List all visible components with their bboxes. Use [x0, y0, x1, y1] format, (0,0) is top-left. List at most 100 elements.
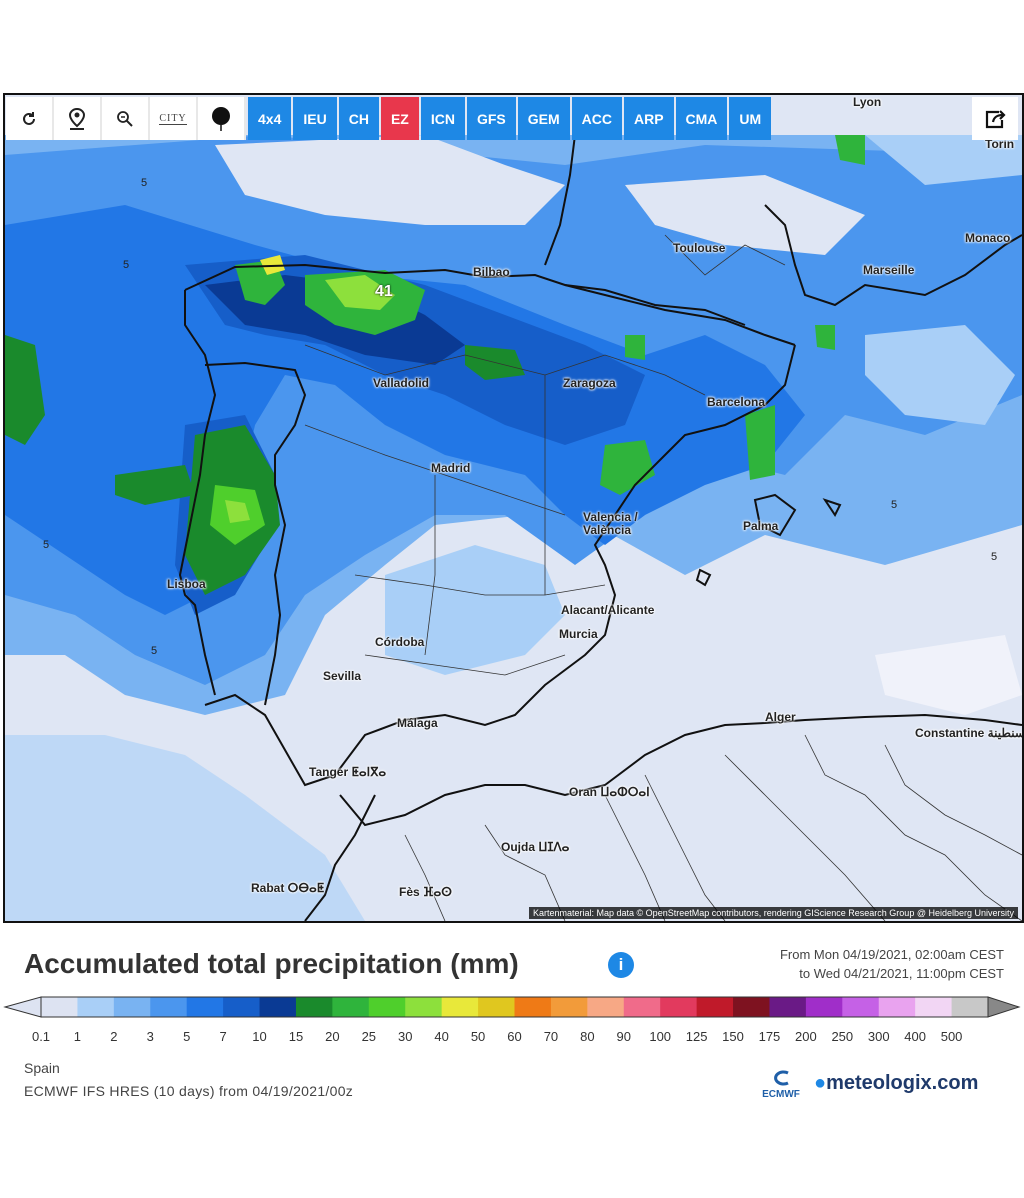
city-label: Bilbao — [473, 265, 510, 279]
scale-swatch — [878, 997, 916, 1017]
model-button-ch[interactable]: CH — [338, 97, 379, 140]
legend-title: Accumulated total precipitation (mm) — [24, 948, 519, 979]
contour-label: 5 — [141, 177, 148, 189]
city-labels-button[interactable]: CITY — [150, 97, 198, 140]
city-label: Tanger ⵟⴰⵏⴳⴰ — [309, 765, 387, 779]
scale-tick-label: 60 — [507, 1029, 522, 1044]
ecmwf-logo-icon — [774, 1070, 789, 1086]
ecmwf-logo: ECMWF — [756, 1070, 806, 1100]
scale-swatch — [41, 997, 78, 1017]
scale-tick-label: 10 — [252, 1029, 267, 1044]
scale-tick-label: 3 — [146, 1029, 154, 1044]
city-label: Toulouse — [673, 241, 726, 255]
model-button-um[interactable]: UM — [729, 97, 772, 140]
city-label: Barcelona — [707, 395, 766, 409]
scale-tick-label: 25 — [361, 1029, 377, 1044]
share-button[interactable] — [972, 97, 1018, 140]
forecast-period: From Mon 04/19/2021, 02:00am CEST to Wed… — [780, 945, 1004, 983]
period-start: From Mon 04/19/2021, 02:00am CEST — [779, 947, 1004, 962]
share-icon — [985, 109, 1006, 128]
model-button-4x4[interactable]: 4x4 — [248, 97, 292, 140]
scale-swatch — [769, 997, 807, 1017]
scale-tick-label: 20 — [325, 1029, 340, 1044]
city-label: Valencia / València — [583, 510, 638, 537]
scale-swatch — [150, 997, 188, 1017]
map-canvas[interactable] — [5, 95, 1022, 921]
refresh-button[interactable] — [6, 97, 54, 140]
scale-arrow-low — [3, 996, 42, 1018]
scale-tick-label: 50 — [470, 1029, 486, 1044]
scale-outline — [40, 996, 989, 1018]
scale-tick-label: 400 — [904, 1029, 926, 1044]
city-label: Oran ⵡⴰⵀⵔⴰⵏ — [569, 785, 650, 799]
scale-tick-label: 90 — [616, 1029, 631, 1044]
scale-swatch — [623, 997, 661, 1017]
drop-icon: ● — [814, 1072, 827, 1094]
model-button-arp[interactable]: ARP — [623, 97, 674, 140]
location-pin-icon — [68, 107, 86, 130]
brand-logo[interactable]: ●meteologix.com — [814, 1072, 978, 1095]
contour-label: 5 — [991, 551, 998, 563]
model-button-cma[interactable]: CMA — [675, 97, 728, 140]
city-label: Oujda ⵡⵊⴷⴰ — [501, 840, 570, 854]
region-label: Spain — [24, 1060, 60, 1076]
scale-swatch — [113, 997, 151, 1017]
zoom-button[interactable] — [102, 97, 150, 140]
scale-tick-label: 2 — [110, 1029, 118, 1044]
scale-tick-label: 80 — [580, 1029, 595, 1044]
city-label: Constantine قسنطينة — [915, 726, 1022, 740]
scale-tick-label: 100 — [649, 1029, 672, 1044]
city-labels-icon: CITY — [159, 113, 187, 125]
scale-tick-label: 70 — [543, 1029, 559, 1044]
location-button[interactable] — [54, 97, 102, 140]
scale-swatch — [951, 997, 989, 1017]
info-icon[interactable]: i — [608, 952, 634, 978]
scale-tick-label: 7 — [219, 1029, 227, 1044]
city-label: Monaco — [965, 231, 1011, 245]
city-label: Alacant/Alicante — [561, 603, 655, 617]
max-value-label: 41 — [375, 283, 393, 300]
scale-tick-label: 300 — [867, 1029, 890, 1044]
model-button-icn[interactable]: ICN — [420, 97, 465, 140]
map-toolbar: CITY 4x4 IEU CH EZ ICN GFS GEM ACC ARP C… — [6, 97, 772, 140]
scale-tick-label: 500 — [940, 1029, 963, 1044]
scale-swatch — [514, 997, 552, 1017]
ecmwf-text: ECMWF — [762, 1089, 800, 1100]
scale-tick-label: 15 — [288, 1029, 304, 1044]
map-credits: Kartenmaterial: Map data © OpenStreetMap… — [529, 907, 1018, 919]
scale-swatch — [842, 997, 880, 1017]
scale-swatch — [915, 997, 953, 1017]
model-button-ieu[interactable]: IEU — [293, 97, 337, 140]
zoom-icon — [117, 110, 133, 127]
scale-tick-label: 150 — [722, 1029, 744, 1044]
model-button-gfs[interactable]: GFS — [466, 97, 516, 140]
city-label: Madrid — [431, 461, 471, 475]
point-marker-button[interactable] — [198, 97, 246, 140]
scale-tick-label: 5 — [183, 1029, 191, 1044]
color-scale-bar — [3, 996, 1021, 1018]
city-label: Lyon — [853, 95, 882, 109]
scale-swatch — [186, 997, 224, 1017]
model-button-ez[interactable]: EZ — [380, 97, 419, 140]
scale-tick-label: 30 — [397, 1029, 413, 1044]
scale-tick-label: 250 — [831, 1029, 854, 1044]
model-button-acc[interactable]: ACC — [571, 97, 622, 140]
scale-swatch — [295, 997, 333, 1017]
city-label: Fès ⴼⴰⵙ — [399, 885, 452, 899]
contour-label: 5 — [151, 645, 158, 657]
scale-swatch — [696, 997, 734, 1017]
color-scale-ticks: 0.1 1 2 3 5 7 10 15 20 25 30 40 50 60 70 80 90 100 125 150 1… — [0, 1029, 1024, 1049]
scale-swatch — [441, 997, 479, 1017]
scale-tick-label: 125 — [685, 1029, 708, 1044]
city-label: Lisboa — [167, 577, 206, 591]
city-label: Alger — [765, 710, 796, 724]
model-button-gem[interactable]: GEM — [517, 97, 570, 140]
scale-swatch — [660, 997, 698, 1017]
precipitation-map[interactable]: Lyon Torin Monaco Toulouse Marseille Bil… — [3, 93, 1024, 923]
scale-tick-label: 200 — [795, 1029, 817, 1044]
scale-swatch — [259, 997, 297, 1017]
period-end: to Wed 04/21/2021, 11:00pm CEST — [799, 966, 1004, 981]
scale-swatch — [405, 997, 443, 1017]
scale-tick-label: 0.1 — [31, 1029, 51, 1044]
scale-swatch — [223, 997, 261, 1017]
